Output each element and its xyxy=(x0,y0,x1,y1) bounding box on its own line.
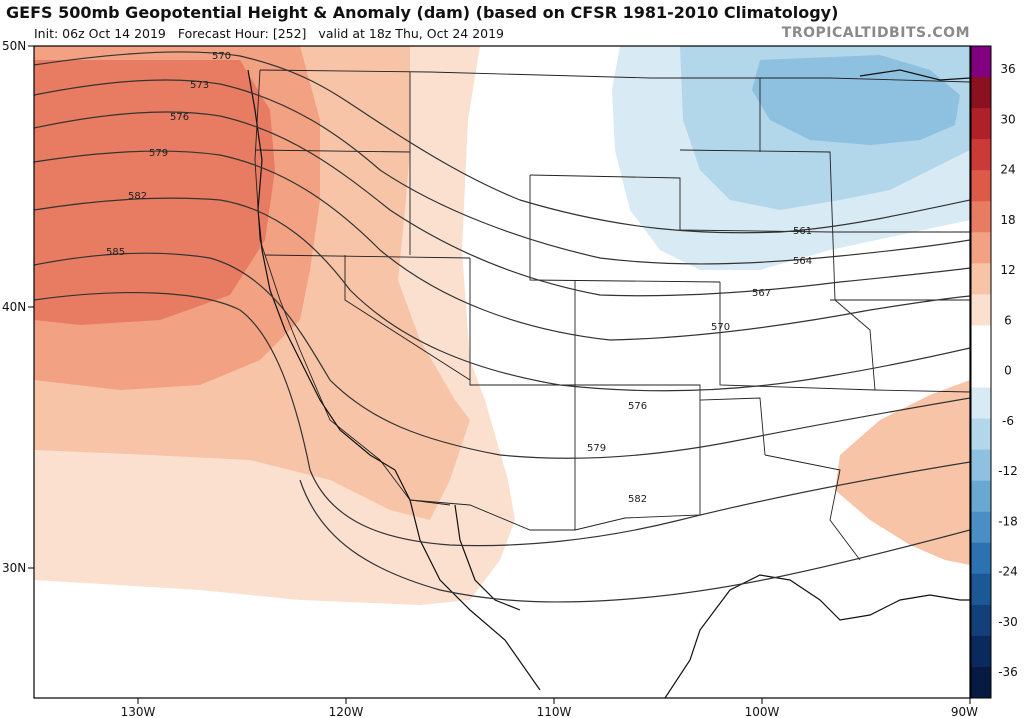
colorbar-swatch xyxy=(971,46,991,78)
colorbar-label: -18 xyxy=(998,514,1018,528)
lat-label: 50N xyxy=(2,39,26,53)
contour-label: 561 xyxy=(793,226,812,237)
brand-watermark: TROPICALTIDBITS.COM xyxy=(781,25,970,41)
colorbar-swatch xyxy=(971,201,991,233)
contour-label: 564 xyxy=(793,256,812,267)
colorbar-swatch xyxy=(971,573,991,606)
contour-label: 585 xyxy=(106,247,125,258)
contour-label: 573 xyxy=(190,80,209,91)
colorbar-swatch xyxy=(971,263,991,295)
colorbar-label: -24 xyxy=(998,565,1018,579)
lon-label: 100W xyxy=(745,705,780,718)
colorbar-label: 12 xyxy=(1000,263,1015,277)
colorbar: 36 30 24 18 12 6 0 -6 -12 -18 -24 -30 -36 xyxy=(970,45,1018,699)
contour-labels: 570 573 576 579 582 585 561 564 567 570 … xyxy=(106,51,812,505)
colorbar-swatch xyxy=(971,511,991,544)
colorbar-swatch xyxy=(971,418,991,451)
colorbar-label: 18 xyxy=(1000,213,1015,227)
contour-label: 570 xyxy=(711,322,730,333)
colorbar-swatch xyxy=(971,387,991,420)
colorbar-swatch xyxy=(971,542,991,575)
colorbar-swatch xyxy=(971,356,991,389)
colorbar-swatch xyxy=(971,325,991,357)
lat-axis: 50N 40N 30N xyxy=(2,39,34,575)
contour-label: 576 xyxy=(170,112,189,123)
lat-label: 40N xyxy=(2,300,26,314)
anomaly-negative-18 xyxy=(752,55,960,145)
lon-axis: 130W 120W 110W 100W 90W xyxy=(121,698,978,718)
colorbar-label: -36 xyxy=(998,665,1018,679)
colorbar-label: 0 xyxy=(1004,364,1012,378)
colorbar-swatch xyxy=(971,139,991,171)
colorbar-label: 6 xyxy=(1004,313,1012,327)
contour-label: 579 xyxy=(149,148,168,159)
colorbar-label: -6 xyxy=(1002,414,1014,428)
lon-label: 120W xyxy=(329,705,364,718)
colorbar-label: -30 xyxy=(998,615,1018,629)
valid-time: valid at 18z Thu, Oct 24 2019 xyxy=(318,26,505,41)
colorbar-label: -12 xyxy=(998,464,1018,478)
colorbar-swatch xyxy=(971,108,991,140)
map-subtitle: Init: 06z Oct 14 2019 Forecast Hour: [25… xyxy=(34,26,512,41)
anomaly-positive-24 xyxy=(34,60,275,325)
forecast-hour: Forecast Hour: [252] xyxy=(177,26,307,41)
colorbar-label: 30 xyxy=(1000,112,1015,126)
map-area: 570 573 576 579 582 585 561 564 567 570 … xyxy=(34,46,970,698)
coastlines xyxy=(247,69,970,698)
colorbar-swatch xyxy=(971,77,991,109)
map-title: GEFS 500mb Geopotential Height & Anomaly… xyxy=(6,3,839,22)
contour-label: 567 xyxy=(752,288,771,299)
contour-label: 582 xyxy=(128,191,147,202)
colorbar-swatch xyxy=(971,604,991,637)
colorbar-swatch xyxy=(971,635,991,668)
contour-label: 579 xyxy=(587,443,606,454)
lon-label: 110W xyxy=(537,705,572,718)
lat-label: 30N xyxy=(2,561,26,575)
colorbar-frame xyxy=(970,45,992,699)
map-frame xyxy=(33,45,971,699)
colorbar-swatch xyxy=(971,480,991,513)
contour-label: 576 xyxy=(628,401,647,412)
state-borders xyxy=(254,69,970,561)
colorbar-swatch xyxy=(971,232,991,264)
contour-label: 582 xyxy=(628,494,647,505)
colorbar-swatch xyxy=(971,449,991,482)
colorbar-label: 36 xyxy=(1000,62,1015,76)
colorbar-label: 24 xyxy=(1000,163,1015,177)
anomaly-positive-southeast xyxy=(835,380,970,565)
colorbar-swatch xyxy=(971,666,991,699)
height-contours xyxy=(34,51,970,603)
init-time: Init: 06z Oct 14 2019 xyxy=(34,26,166,41)
lon-label: 90W xyxy=(951,705,978,718)
colorbar-swatch xyxy=(971,170,991,202)
contour-label: 570 xyxy=(212,51,231,62)
lon-label: 130W xyxy=(121,705,156,718)
colorbar-swatch xyxy=(971,294,991,326)
